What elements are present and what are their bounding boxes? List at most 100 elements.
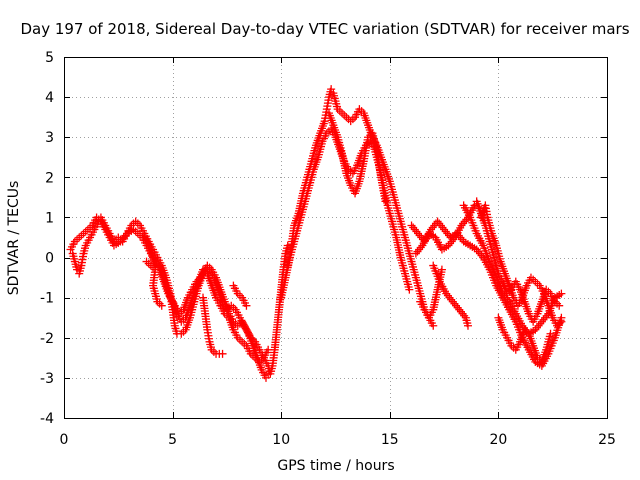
- data-point: [455, 305, 464, 314]
- data-point: [557, 317, 566, 326]
- data-point: [474, 247, 483, 256]
- y-tick-label: -2: [40, 331, 54, 347]
- data-point: [452, 301, 461, 310]
- y-tick-label: 3: [45, 130, 54, 146]
- data-point: [444, 241, 453, 250]
- series-track-g: [324, 109, 390, 206]
- data-point: [453, 303, 462, 312]
- data-point: [531, 325, 540, 334]
- data-point: [498, 289, 507, 298]
- x-tick-label: 25: [598, 432, 616, 448]
- data-point: [283, 241, 292, 250]
- data-point: [116, 237, 125, 246]
- data-point: [541, 313, 550, 322]
- y-tick-label: 5: [45, 50, 54, 66]
- data-point: [444, 231, 453, 240]
- data-point: [443, 291, 452, 300]
- y-tick-label: -4: [40, 411, 54, 427]
- data-point: [429, 321, 438, 330]
- data-point: [445, 293, 454, 302]
- data-point: [539, 315, 548, 324]
- data-point: [416, 243, 425, 252]
- data-point: [433, 217, 442, 226]
- series-track-j: [477, 201, 566, 330]
- data-point: [411, 249, 420, 258]
- series-track-n: [142, 257, 166, 310]
- data-point: [415, 245, 424, 254]
- data-point: [462, 215, 471, 224]
- data-point: [415, 231, 424, 240]
- data-point: [500, 291, 509, 300]
- data-point: [413, 247, 422, 256]
- data-point: [264, 345, 273, 354]
- data-point: [327, 85, 336, 94]
- data-point: [534, 321, 543, 330]
- data-point: [458, 235, 467, 244]
- data-point: [409, 223, 418, 232]
- data-point: [456, 307, 465, 316]
- data-point: [407, 221, 416, 230]
- data-point: [503, 295, 512, 304]
- data-point: [437, 265, 446, 274]
- data-point: [118, 235, 127, 244]
- data-point: [472, 245, 481, 254]
- data-point: [119, 233, 128, 242]
- y-tick-label: 0: [45, 251, 54, 267]
- data-point: [428, 223, 437, 232]
- ticks: [64, 57, 608, 419]
- data-point: [555, 301, 564, 310]
- x-tick-label: 20: [489, 432, 507, 448]
- data-point: [450, 299, 459, 308]
- y-axis-label: SDTVAR / TECUs: [6, 181, 22, 296]
- data-point: [458, 309, 467, 318]
- data-point: [438, 223, 447, 232]
- series-track-p: [459, 201, 566, 338]
- data-point: [459, 219, 468, 228]
- data-point: [405, 285, 414, 294]
- data-point: [410, 225, 419, 234]
- data-point: [477, 251, 486, 260]
- y-tick-label: -3: [40, 371, 54, 387]
- data-point: [448, 297, 457, 306]
- series-track-c: [199, 293, 227, 358]
- data-point: [532, 323, 541, 332]
- y-tick-label: 4: [45, 90, 54, 106]
- tick-labels: 0 5 10 15 20 25 -4 -3 -2 -1 0 1 2 3 4 5: [40, 50, 616, 448]
- x-tick-label: 5: [168, 432, 177, 448]
- chart-title: Day 197 of 2018, Sidereal Day-to-day VTE…: [20, 20, 629, 38]
- y-tick-label: 1: [45, 210, 54, 226]
- data-point: [447, 237, 456, 246]
- data-point: [542, 311, 551, 320]
- data-point: [502, 293, 511, 302]
- data-point: [557, 289, 566, 298]
- x-tick-label: 10: [272, 432, 290, 448]
- data-point: [441, 227, 450, 236]
- series-track-m: [416, 297, 438, 330]
- data-point: [443, 229, 452, 238]
- plot-frame: [64, 57, 608, 419]
- data-point: [536, 319, 545, 328]
- x-axis-label: GPS time / hours: [277, 458, 394, 474]
- data-point: [440, 225, 449, 234]
- data-point: [518, 321, 527, 330]
- data-point: [242, 301, 251, 310]
- data-point: [460, 311, 469, 320]
- data-point: [449, 235, 458, 244]
- data-point: [121, 231, 130, 240]
- data-point: [460, 217, 469, 226]
- data-point: [447, 295, 456, 304]
- data-point: [546, 329, 555, 338]
- x-tick-label: 0: [60, 432, 69, 448]
- data-point: [157, 301, 166, 310]
- data-point: [463, 321, 472, 330]
- data-point: [414, 229, 423, 238]
- grid: [64, 57, 607, 418]
- data-point: [446, 239, 455, 248]
- series-track-o: [229, 281, 251, 310]
- data-point: [457, 221, 466, 230]
- data-point: [264, 369, 273, 378]
- series-track-l: [429, 261, 472, 330]
- data-point: [381, 197, 390, 206]
